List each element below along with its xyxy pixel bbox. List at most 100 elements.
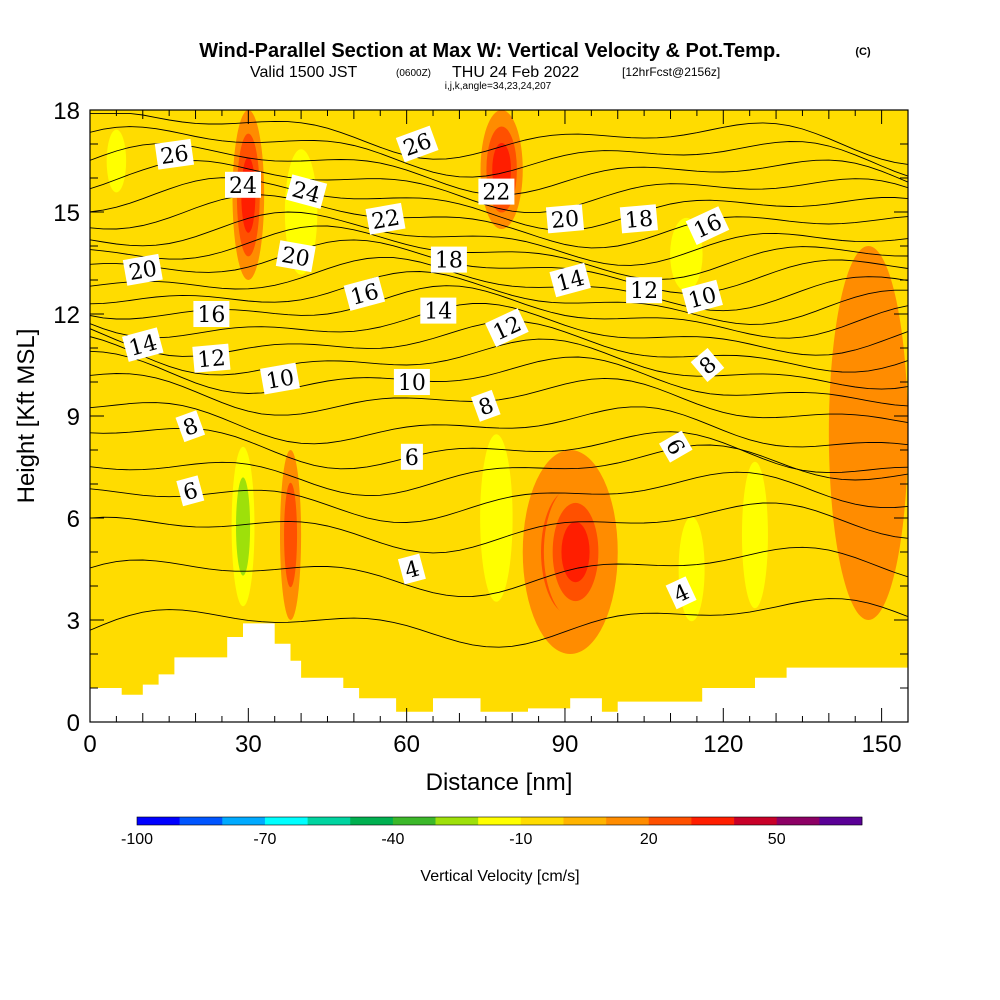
updraft-updraft-lower-center-core [561, 521, 590, 583]
contour-label: 8 [471, 389, 501, 422]
updraft-updraft-mid-left [284, 482, 298, 588]
x-tick-label: 30 [235, 731, 262, 758]
colorbar-swatch [307, 817, 351, 825]
contour-label-box [665, 576, 697, 610]
contour-label-box [485, 308, 529, 347]
contour-label-text: 20 [280, 243, 312, 272]
contour-label: 20 [545, 204, 585, 234]
contour-label: 6 [400, 443, 423, 471]
colorbar-swatch [776, 817, 820, 825]
theta-contour [90, 239, 908, 294]
colorbar-tick-label: -10 [509, 831, 532, 848]
subtitle-indices: i,j,k,angle=34,23,24,207 [445, 81, 552, 92]
contour-label-box [260, 362, 300, 395]
contour-label-box [685, 206, 730, 245]
contour-label: 18 [619, 204, 658, 234]
y-tick-label: 12 [53, 302, 80, 329]
contour-label-box [420, 297, 457, 324]
contour-label-box [619, 204, 658, 234]
x-tick-label: 150 [862, 731, 902, 758]
contour-label: 4 [397, 553, 426, 585]
theta-contour [90, 350, 908, 407]
contour-label-box [400, 443, 423, 470]
theta-contour [90, 126, 908, 178]
contour-label-box [176, 475, 205, 507]
colorbar-swatch [691, 817, 735, 825]
contour-label-text: 22 [370, 206, 402, 235]
colorbar-swatch [520, 817, 564, 825]
contour-label: 8 [175, 410, 206, 443]
colorbar-tick-label: 20 [640, 831, 658, 848]
contour-label-box [681, 279, 723, 315]
subtitle-date: THU 24 Feb 2022 [452, 64, 579, 81]
subtitle-forecast: [12hrFcst@2156z] [622, 65, 720, 79]
contour-label-text: 26 [159, 141, 190, 170]
theta-contour [90, 211, 908, 266]
velocity-fill [100, 110, 908, 654]
contour-label-box [122, 253, 163, 286]
contour-label: 24 [225, 171, 261, 199]
subtitle-valid: Valid 1500 JST [250, 64, 358, 81]
contour-label: 20 [122, 253, 163, 286]
colorbar-swatch [137, 817, 180, 825]
colorbar [136, 816, 863, 826]
contour-label-text: 10 [264, 365, 296, 394]
contour-label-box [343, 276, 386, 311]
theta-contour [90, 303, 908, 356]
contour-label-box [175, 410, 206, 443]
y-tick-label: 0 [67, 710, 80, 737]
theta-contour [90, 502, 908, 554]
y-axis-title: Height [Kft MSL] [13, 329, 40, 504]
contour-label: 22 [365, 202, 406, 235]
y-tick-label: 6 [67, 506, 80, 533]
contour-label: 10 [393, 369, 430, 396]
downdraft-downdraft-left-top [106, 129, 127, 193]
colorbar-ticks: -100 -70 -40 -10 20 50 [121, 831, 786, 848]
x-axis: 0 30 60 90 120 150 [83, 110, 909, 758]
x-tick-label: 0 [83, 731, 96, 758]
colorbar-tick-label: -70 [253, 831, 276, 848]
downdraft-downdraft-right [741, 461, 768, 609]
x-tick-label: 60 [393, 731, 420, 758]
colorbar-swatch [606, 817, 650, 825]
colorbar-swatch [264, 817, 308, 825]
contour-label-box [626, 277, 663, 304]
downdraft-downdraft-center [480, 434, 513, 602]
colorbar-tick-label: -100 [121, 831, 153, 848]
colorbar-tick-label: 50 [768, 831, 786, 848]
updraft-updraft-right [828, 246, 908, 620]
theta-contour [90, 112, 908, 165]
contour-label-box [545, 204, 585, 234]
contour-label-text: 12 [196, 346, 226, 373]
contour-label-text: 10 [398, 371, 426, 396]
contour-label-text: 20 [550, 207, 580, 234]
contour-label-text: 12 [630, 279, 658, 304]
contour-label: 6 [176, 475, 205, 507]
contour-label: 18 [430, 246, 467, 274]
theta-contour [90, 373, 908, 424]
contour-label-text: 18 [624, 207, 654, 234]
theta-contour [90, 471, 908, 523]
theta-contours [90, 112, 908, 648]
y-tick-label: 9 [67, 404, 80, 431]
contour-label-text: 4 [402, 557, 422, 585]
contour-label: 20 [275, 240, 316, 272]
colorbar-swatch [350, 817, 394, 825]
contour-label-box [659, 430, 693, 463]
contour-label: 14 [420, 297, 457, 325]
contour-label: 24 [285, 174, 328, 209]
contour-label: 4 [665, 576, 697, 610]
colorbar-swatch [478, 817, 522, 825]
contour-label-box [397, 553, 426, 585]
theta-contour [90, 194, 908, 249]
theta-contour [90, 598, 908, 648]
contour-label-box [192, 343, 231, 373]
contour-label-text: 18 [435, 249, 463, 274]
colorbar-swatch [648, 817, 692, 825]
contour-label-text: 16 [197, 303, 225, 328]
chart-title-mark: (C) [855, 46, 871, 58]
contour-label-box [225, 171, 261, 198]
colorbar-swatch [179, 817, 223, 825]
colorbar-frame [136, 816, 863, 826]
